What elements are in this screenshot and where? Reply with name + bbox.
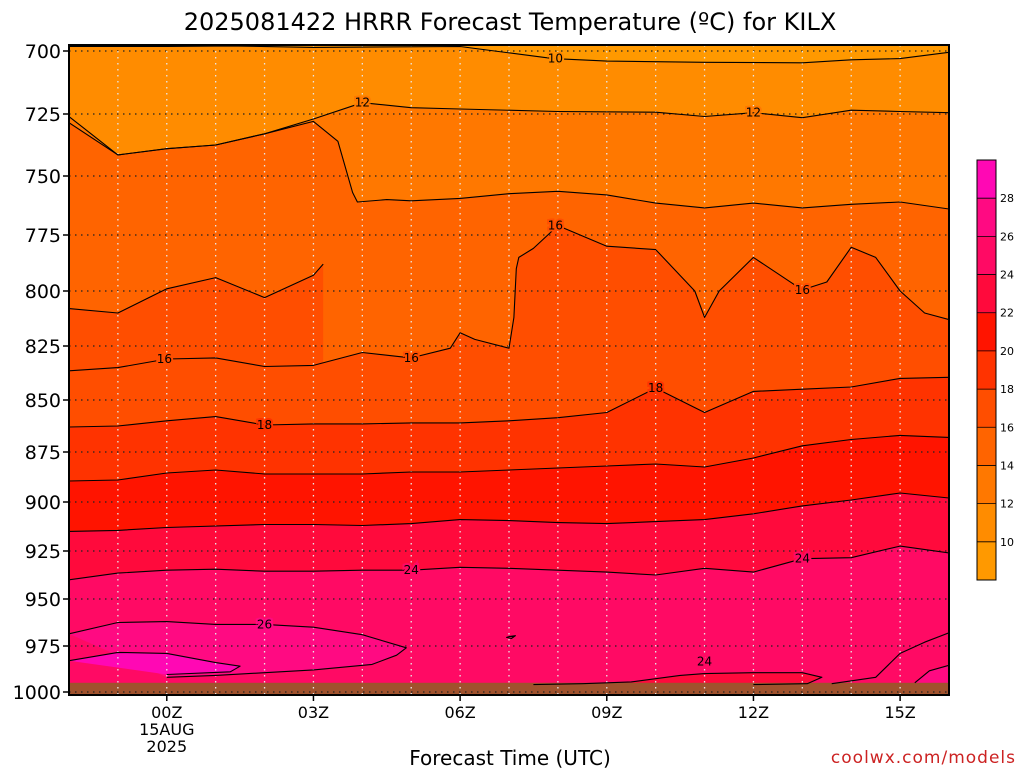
isotherm-26-9 (69, 621, 407, 678)
isotherm-label-12: 12 (746, 106, 761, 120)
colorbar-swatch-22 (977, 274, 996, 314)
isotherm-label-12: 12 (355, 96, 370, 110)
colorbar-label-28: 28 (1000, 192, 1014, 205)
isotherm-label-24: 24 (795, 552, 810, 566)
y-tick-label-1000: 1000 (13, 682, 61, 704)
colorbar-label-24: 24 (1000, 269, 1014, 282)
colorbar-swatch-10 (977, 503, 996, 543)
temperature-fill-layer (69, 45, 949, 695)
isotherm-layer (69, 45, 949, 686)
colorbar-swatch-28 (977, 160, 996, 199)
y-tick-label-975: 975 (25, 636, 61, 658)
isotherm-label-16: 16 (404, 351, 419, 365)
fill-pocket-24 (533, 672, 822, 685)
isotherm-label-18: 18 (257, 418, 272, 432)
y-tick-label-800: 800 (25, 281, 61, 303)
isotherm-label-16: 16 (795, 283, 810, 297)
y-tick-label-925: 925 (25, 541, 61, 563)
plot-frame (68, 44, 950, 696)
isotherm-24-11 (533, 672, 823, 686)
isotherm-label-26: 26 (257, 617, 272, 631)
isotherm-16-4 (69, 263, 324, 314)
colorbar-swatch-16 (977, 389, 996, 428)
isotherm-label-10: 10 (548, 52, 563, 66)
colorbar-label-22: 22 (1000, 307, 1014, 320)
isotherm-24-12 (831, 632, 949, 685)
fill-pocket-28 (69, 652, 241, 675)
colorbar-swatch-20 (977, 312, 996, 352)
colorbar-swatch-8 (977, 541, 996, 581)
isotherm-16-3 (69, 225, 949, 372)
colorbar-label-12: 12 (1000, 498, 1014, 511)
x-tick-label-6-0: 06Z (444, 703, 475, 722)
y-tick-label-825: 825 (25, 336, 61, 358)
x-tick-label-3-0: 03Z (298, 703, 329, 722)
colorbar-swatch-26 (977, 198, 996, 237)
isotherm-28-10 (69, 651, 241, 676)
isotherm-label-18: 18 (648, 381, 663, 395)
isotherm-24-8 (69, 545, 949, 581)
x-tick-label-0-2: 2025 (146, 737, 187, 756)
isotherm-18-5 (69, 376, 949, 428)
y-tick-label-700: 700 (25, 41, 61, 63)
x-axis-label: Forecast Time (UTC) (409, 746, 611, 768)
isotherm-label-layer: 10 12 12 16 16 16 16 18 18 24 24 26 24 (155, 50, 812, 671)
isotherm-label-16: 16 (548, 219, 563, 233)
y-axis: 700 725 750 775 800 825 850 875 900 925 950 975 1000 (13, 41, 69, 704)
isotherm-20-6 (69, 434, 949, 482)
y-tick-label-900: 900 (25, 492, 61, 514)
y-tick-label-875: 875 (25, 442, 61, 464)
y-tick-label-775: 775 (25, 225, 61, 247)
x-tick-label-0-0: 00Z (151, 703, 182, 722)
colorbar: 10 12 14 16 18 20 22 24 26 28 (976, 159, 1014, 581)
x-tick-label-0-1: 15AUG (139, 720, 194, 739)
isotherm-22-7 (69, 492, 949, 532)
isotherm-14-2 (69, 120, 949, 210)
colorbar-label-14: 14 (1000, 459, 1014, 472)
y-tick-label-725: 725 (25, 104, 61, 126)
isotherm-label-16: 16 (157, 352, 172, 366)
x-tick-label-12-0: 12Z (738, 703, 769, 722)
grid-layer (69, 45, 949, 695)
credit-label: coolwx.com/models (831, 748, 1016, 768)
colorbar-label-26: 26 (1000, 230, 1014, 243)
isotherm-24-14 (506, 635, 516, 640)
isotherm-26-13 (914, 664, 949, 684)
y-tick-label-750: 750 (25, 166, 61, 188)
colorbar-label-10: 10 (1000, 536, 1014, 549)
y-tick-label-850: 850 (25, 390, 61, 412)
colorbar-label-20: 20 (1000, 345, 1014, 358)
colorbar-swatch-14 (977, 427, 996, 466)
isotherm-label-24: 24 (697, 655, 712, 669)
colorbar-swatch-18 (977, 350, 996, 390)
chart-title: 2025081422 HRRR Forecast Temperature (ºC… (184, 8, 837, 36)
colorbar-label-18: 18 (1000, 383, 1014, 396)
colorbar-swatch-24 (977, 236, 996, 276)
colorbar-label-16: 16 (1000, 421, 1014, 434)
x-tick-label-9-0: 09Z (591, 703, 622, 722)
colorbar-frame (976, 159, 997, 581)
colorbar-swatch-12 (977, 465, 996, 505)
x-tick-label-15-0: 15Z (884, 703, 915, 722)
y-tick-label-950: 950 (25, 589, 61, 611)
isotherm-label-24: 24 (404, 563, 419, 577)
